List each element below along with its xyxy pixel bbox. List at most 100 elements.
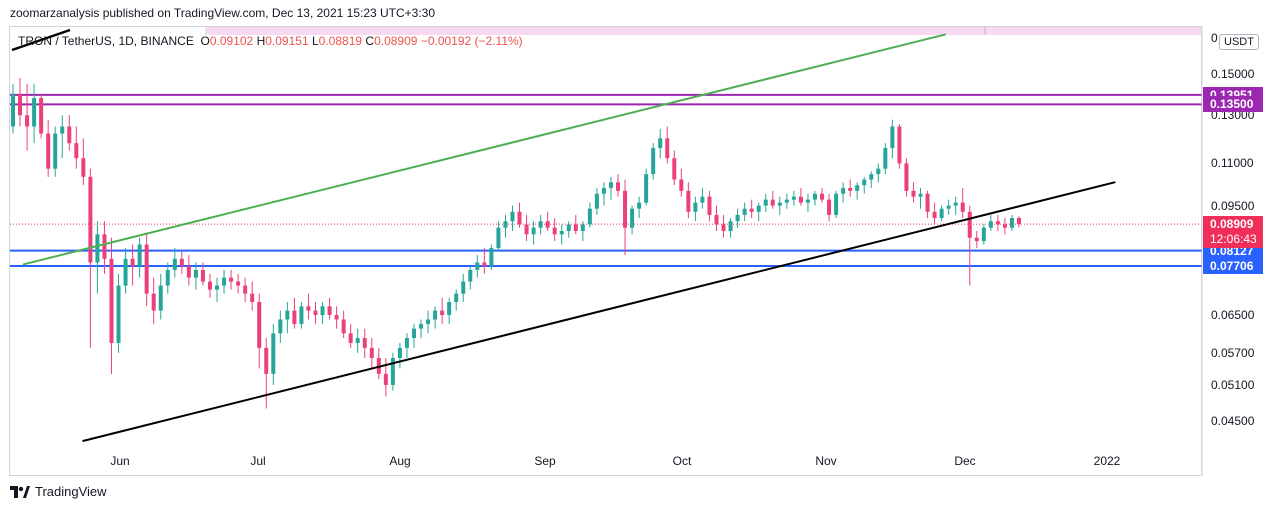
candle-101 [721, 214, 726, 238]
candle-36 [264, 338, 269, 409]
candle-61 [440, 297, 445, 325]
candle-88 [630, 205, 635, 235]
trendline-lower-channel[interactable] [82, 181, 1116, 442]
candle-body [341, 319, 346, 334]
candle-4 [39, 93, 44, 139]
candle-body [932, 211, 937, 219]
candle-body [468, 269, 473, 282]
candle-body [841, 187, 846, 194]
candle-95 [679, 168, 684, 197]
candle-86 [616, 174, 621, 197]
candle-18 [137, 237, 142, 278]
candle-body [1002, 224, 1007, 228]
candle-142 [1009, 214, 1014, 231]
candle-109 [777, 196, 782, 215]
candle-body [981, 227, 986, 242]
candle-body [883, 148, 888, 169]
branding-text: TradingView [35, 484, 107, 499]
candle-116 [827, 193, 832, 222]
candle-111 [791, 190, 796, 206]
candle-body [707, 196, 712, 215]
x-tick-nov: Nov [815, 454, 837, 468]
currency-button[interactable]: USDT [1219, 34, 1259, 50]
x-tick-sep: Sep [534, 454, 556, 468]
horizontal-levels [10, 93, 1202, 267]
candle-103 [735, 208, 740, 228]
candle-body [531, 227, 536, 235]
candle-body [11, 93, 15, 127]
candle-30 [222, 269, 227, 294]
candle-79 [566, 221, 571, 238]
candle-body [165, 269, 170, 286]
candle-51 [369, 338, 374, 369]
candle-body [25, 115, 30, 127]
candle-body [200, 269, 205, 282]
candle-body [805, 199, 810, 203]
candle-body [404, 338, 409, 348]
candle-124 [883, 143, 888, 175]
candle-body [630, 208, 635, 228]
candle-68 [489, 244, 494, 270]
candle-body [411, 328, 416, 339]
candle-122 [869, 171, 874, 188]
candle-body [960, 202, 965, 212]
candle-41 [299, 302, 304, 329]
y-tick-0: 0.15000 [1211, 67, 1255, 81]
candle-body [658, 138, 663, 149]
candle-body [39, 98, 44, 134]
candle-138 [981, 224, 986, 245]
candle-body [524, 224, 529, 235]
candle-body [158, 285, 163, 311]
candle-body [679, 179, 684, 191]
candle-body [327, 306, 332, 316]
candle-44 [320, 302, 325, 325]
candle-body [700, 196, 705, 203]
candle-69 [496, 221, 501, 252]
candle-15 [116, 273, 121, 353]
candle-body [18, 93, 23, 116]
trendline-upper-channel[interactable] [22, 33, 946, 266]
candle-78 [559, 224, 564, 245]
candle-50 [362, 328, 367, 358]
candle-17 [130, 244, 135, 286]
candle-31 [229, 269, 234, 290]
candle-125 [890, 119, 895, 159]
candle-133 [946, 199, 951, 215]
tradingview-branding[interactable]: TradingView [10, 484, 107, 499]
candle-112 [798, 187, 803, 206]
candle-body [995, 221, 1000, 225]
candle-body [299, 306, 304, 325]
candle-62 [447, 297, 452, 325]
candle-73 [524, 214, 529, 242]
candle-body [88, 176, 93, 263]
legend-close: 0.08909 [374, 34, 418, 48]
candle-98 [700, 187, 705, 209]
candle-body [81, 158, 86, 177]
candle-55 [397, 342, 402, 369]
candle-6 [53, 126, 58, 177]
candle-120 [855, 182, 860, 200]
candle-76 [545, 211, 550, 231]
legend-high-label: H [256, 34, 266, 48]
candle-body [644, 174, 649, 203]
publisher-line: zoomarzanalysis published on TradingView… [10, 6, 436, 20]
candle-body [144, 244, 149, 294]
candle-115 [820, 187, 825, 203]
candle-body [236, 281, 241, 286]
candle-102 [728, 218, 733, 238]
candle-7 [60, 115, 65, 159]
candle-131 [932, 202, 937, 225]
candle-body [608, 182, 613, 188]
candle-32 [236, 273, 241, 294]
candle-body [552, 227, 557, 235]
candle-body [475, 262, 480, 270]
legend-high: 0.09151 [265, 34, 309, 48]
x-tick-aug: Aug [389, 454, 411, 468]
candle-100 [714, 205, 719, 231]
last-price-tag: 0.08909 12:06:43 [1203, 216, 1263, 249]
candle-body [742, 208, 747, 215]
candle-27 [200, 262, 205, 286]
candle-body [601, 187, 606, 194]
candle-67 [482, 248, 487, 274]
